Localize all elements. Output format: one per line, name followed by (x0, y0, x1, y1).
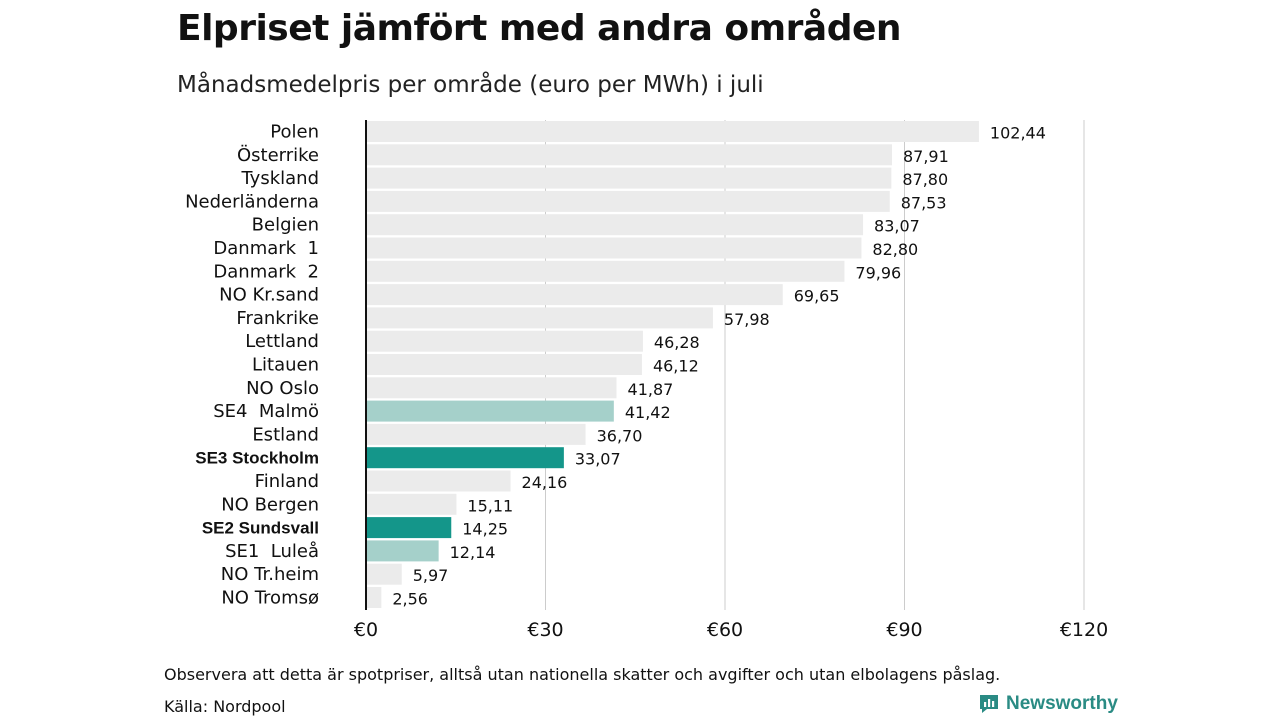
x-tick-label: €30 (527, 619, 563, 641)
category-label: NO Tromsø (221, 588, 319, 609)
value-label: 69,65 (794, 287, 840, 306)
bar (366, 284, 783, 306)
chart-subtitle: Månadsmedelpris per område (euro per MWh… (177, 72, 764, 98)
category-label: Belgien (252, 215, 319, 236)
category-label: Österrike (237, 144, 319, 166)
category-label: Litauen (252, 355, 319, 376)
value-label: 87,91 (903, 147, 949, 166)
value-label: 102,44 (990, 124, 1046, 143)
bar (366, 237, 862, 259)
brand-logo[interactable]: Newsworthy (978, 693, 1118, 715)
x-tick-label: €120 (1060, 619, 1108, 641)
bar (366, 540, 439, 562)
bar (366, 423, 586, 445)
value-label: 2,56 (392, 590, 428, 609)
source-credit: Källa: Nordpool (164, 697, 286, 716)
value-label: 41,42 (625, 403, 671, 422)
value-label: 15,11 (467, 496, 513, 515)
bar (366, 144, 892, 166)
value-label: 82,80 (872, 240, 918, 259)
category-label: NO Kr.sand (219, 285, 319, 306)
category-label: SE3 Stockholm (195, 449, 319, 468)
category-label: NO Bergen (221, 494, 319, 515)
value-label: 5,97 (413, 566, 449, 585)
x-tick-label: €90 (886, 619, 922, 641)
value-label: 79,96 (855, 263, 901, 282)
bar-chart-logo-icon (980, 695, 998, 713)
category-label: Frankrike (236, 308, 319, 329)
value-label: 14,25 (462, 520, 508, 539)
value-label: 87,80 (902, 170, 948, 189)
bar (366, 563, 402, 585)
category-label: Danmark 1 (213, 238, 319, 259)
label-layer: €0 €30 €60 €90 €120 Polen 102,44 Österrike 87,91… (185, 120, 1108, 641)
bar (366, 260, 845, 282)
category-label: Estland (252, 424, 319, 445)
bar (366, 190, 890, 212)
bar (366, 517, 452, 539)
bar (366, 330, 643, 352)
bar (366, 214, 864, 236)
x-tick-label: €60 (707, 619, 743, 641)
bar (366, 121, 979, 142)
category-label: Lettland (245, 331, 319, 352)
value-label: 36,70 (597, 426, 643, 445)
bar (366, 377, 617, 399)
bar-layer (366, 121, 979, 608)
bar (366, 307, 713, 329)
value-label: 41,87 (628, 380, 674, 399)
x-tick-label: €0 (354, 619, 378, 641)
bar (366, 354, 642, 375)
footnote: Observera att detta är spotpriser, allts… (164, 665, 1001, 684)
category-label: NO Oslo (246, 378, 319, 399)
value-label: 46,28 (654, 333, 700, 352)
value-label: 83,07 (874, 217, 920, 236)
category-label: Tyskland (240, 168, 319, 189)
value-label: 87,53 (901, 193, 947, 212)
bar (366, 400, 614, 422)
category-label: Danmark 2 (213, 261, 319, 282)
bar (366, 493, 457, 515)
value-label: 46,12 (653, 357, 699, 376)
bar (366, 447, 564, 469)
category-label: Finland (255, 471, 319, 492)
value-label: 12,14 (450, 543, 496, 562)
brand-name: Newsworthy (1006, 693, 1118, 714)
category-label: SE2 Sundsvall (202, 519, 319, 538)
category-label: Polen (270, 122, 319, 143)
value-label: 24,16 (522, 473, 568, 492)
category-label: NO Tr.heim (221, 564, 319, 585)
value-label: 33,07 (575, 450, 621, 469)
bar-chart: €0 €30 €60 €90 €120 Polen 102,44 Österrike 87,91… (185, 120, 1108, 641)
category-label: SE1 Luleå (225, 541, 319, 562)
category-label: Nederländerna (185, 191, 319, 212)
chart-title: Elpriset jämfört med andra områden (177, 8, 902, 49)
category-label: SE4 Malmö (213, 401, 319, 422)
bar (366, 470, 511, 492)
value-label: 57,98 (724, 310, 770, 329)
bar (366, 167, 892, 189)
bar (366, 587, 382, 608)
